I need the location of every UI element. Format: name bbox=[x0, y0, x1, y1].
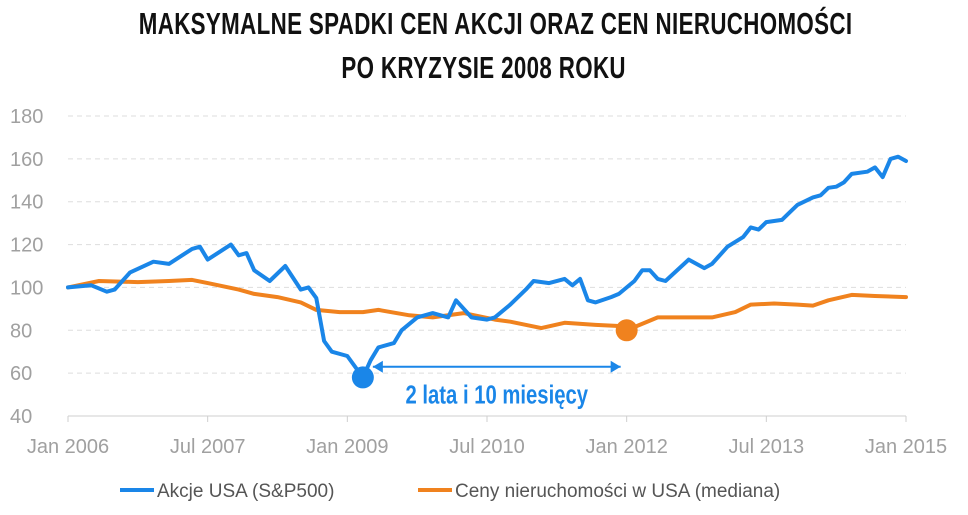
x-tick-label: Jul 2013 bbox=[729, 436, 805, 458]
legend-label: Ceny nieruchomości w USA (mediana) bbox=[455, 481, 780, 502]
x-tick-label: Jul 2010 bbox=[449, 436, 525, 458]
y-tick-label: 80 bbox=[10, 320, 32, 342]
y-tick-label: 60 bbox=[10, 363, 32, 385]
chart-title-line-1: MAKSYMALNE SPADKI CEN AKCJI ORAZ CEN NIE… bbox=[138, 6, 853, 41]
x-tick-label: Jul 2007 bbox=[170, 436, 246, 458]
arrow-head-left-icon bbox=[372, 360, 383, 373]
series-marker bbox=[351, 366, 374, 389]
legend-label: Akcje USA (S&P500) bbox=[157, 481, 334, 502]
x-tick-label: Jan 2006 bbox=[27, 436, 109, 458]
y-tick-label: 160 bbox=[10, 149, 43, 171]
chart-title-line-2: PO KRYZYSIE 2008 ROKU bbox=[341, 50, 627, 85]
y-tick-label: 120 bbox=[10, 235, 43, 257]
series-marker bbox=[615, 319, 638, 342]
arrow-head-right-icon bbox=[610, 360, 621, 373]
y-tick-label: 180 bbox=[10, 106, 43, 128]
series-line bbox=[66, 154, 908, 380]
x-tick-label: Jan 2015 bbox=[865, 436, 947, 458]
annotation-label: 2 lata i 10 miesięcy bbox=[406, 380, 589, 409]
y-tick-label: 100 bbox=[10, 277, 43, 299]
y-tick-label: 40 bbox=[10, 406, 32, 428]
x-tick-label: Jan 2009 bbox=[306, 436, 388, 458]
x-tick-label: Jan 2012 bbox=[586, 436, 668, 458]
series-line bbox=[66, 277, 908, 333]
y-tick-label: 140 bbox=[10, 192, 43, 214]
